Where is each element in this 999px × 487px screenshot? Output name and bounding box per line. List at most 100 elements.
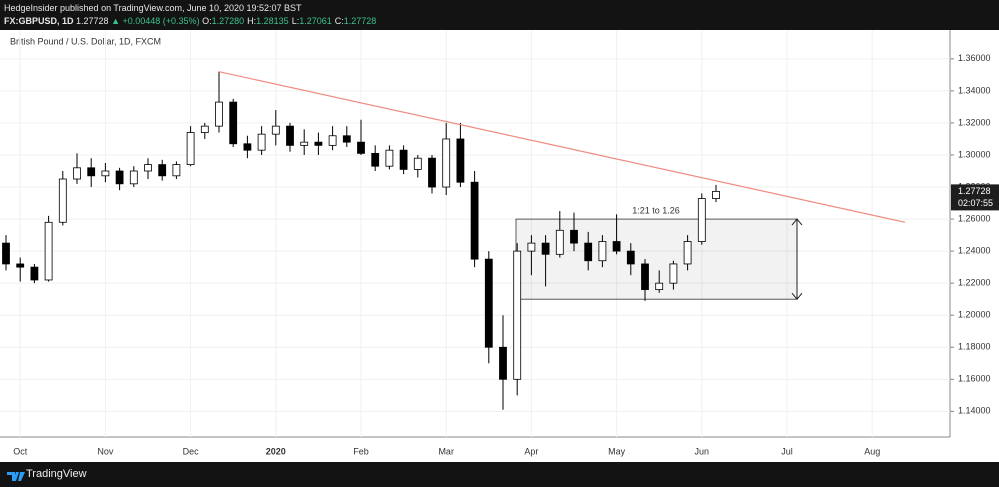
- y-tick-label: 1.32000: [958, 117, 991, 127]
- y-tick-label: 1.30000: [958, 149, 991, 159]
- arrow-head: [791, 218, 803, 300]
- candle-body: [484, 258, 493, 348]
- candle-body: [527, 242, 536, 252]
- y-tick-label: 1.26000: [958, 213, 991, 223]
- x-tick-label: Feb: [353, 446, 369, 456]
- candle-body: [342, 135, 351, 143]
- x-tick-label: 2020: [266, 446, 286, 456]
- candle-body: [101, 170, 110, 177]
- candle-body: [442, 138, 451, 188]
- candle-body: [513, 250, 522, 380]
- x-tick-label: Aug: [864, 446, 880, 456]
- candle-body: [641, 263, 649, 290]
- chart-bg: [0, 30, 999, 462]
- ohlc-value: 1.28135: [256, 16, 289, 26]
- range-label: 1:21 to 1.26: [632, 205, 680, 215]
- candle-body: [428, 157, 436, 188]
- y-tick-label: 1.36000: [958, 53, 991, 63]
- candle-body: [58, 178, 67, 223]
- candle-body: [243, 143, 252, 151]
- ohlc-value: 1.27728: [343, 16, 377, 26]
- candle-body: [669, 263, 678, 284]
- footer: TradingView: [0, 462, 999, 487]
- candle-body: [413, 157, 422, 170]
- y-tick-label: 1.24000: [958, 246, 991, 256]
- candle-body: [87, 167, 96, 177]
- candle-body: [44, 221, 53, 281]
- symbol: FX:GBPUSD, 1D: [4, 16, 74, 26]
- candle-body: [456, 138, 465, 183]
- candle-body: [129, 170, 138, 185]
- candle-body: [215, 101, 223, 127]
- ohlc: O:1.27280 H:1.28135 L:1.27061 C:1.27728: [202, 16, 379, 26]
- x-tick-label: Nov: [97, 446, 114, 456]
- last-price-label: 1.27728: [958, 186, 991, 196]
- candle-body: [186, 132, 195, 165]
- candle-body: [555, 229, 564, 255]
- candle-body: [499, 346, 507, 380]
- x-tick-label: Jun: [695, 446, 710, 456]
- price: 1.27728: [76, 16, 109, 26]
- candle-body: [257, 133, 266, 151]
- chart-title: British Pound / U.S. Dollar, 1D, FXCM: [10, 36, 161, 46]
- candle-body: [584, 242, 593, 262]
- candle-body: [115, 170, 124, 185]
- x-tick-label: Mar: [438, 446, 454, 456]
- logo: [7, 472, 25, 481]
- candle-body: [470, 181, 479, 260]
- x-tick-label: Oct: [13, 446, 28, 456]
- x-tick-label: Dec: [183, 446, 200, 456]
- candle-body: [229, 101, 238, 145]
- candle-body: [371, 152, 380, 167]
- last-price-box: [951, 184, 999, 211]
- candle-body: [697, 198, 706, 242]
- y-tick-label: 1.34000: [958, 85, 991, 95]
- candle-body: [30, 266, 39, 281]
- trendline: [218, 71, 906, 223]
- candle-body: [626, 250, 635, 265]
- candle-body: [712, 190, 720, 199]
- candle-body: [541, 242, 550, 255]
- header: HedgeInsider published on TradingView.co…: [0, 0, 999, 30]
- x-tick-label: Apr: [524, 446, 538, 456]
- x-tick-label: Jul: [781, 446, 793, 456]
- candle-body: [314, 141, 323, 146]
- ohlc-key: H:: [247, 16, 257, 26]
- chart: British Pound / U.S. Dollar, 1D, FXCM 1.…: [0, 30, 999, 462]
- ohlc-key: C:: [334, 16, 344, 26]
- candle-body: [16, 263, 25, 268]
- ohlc-value: 1.27061: [299, 16, 332, 26]
- footer-brand: TradingView: [26, 468, 87, 480]
- change: ▲ +0.00448 (+0.35%): [111, 16, 200, 26]
- candle-body: [399, 149, 408, 170]
- candle-body: [286, 125, 294, 146]
- ohlc-key: L:: [291, 16, 300, 26]
- ohlc-value: 1.27280: [211, 16, 245, 26]
- candle-body: [357, 141, 365, 154]
- countdown: 02:07:55: [958, 198, 993, 208]
- candle-body: [300, 141, 309, 146]
- candle-body: [683, 241, 692, 265]
- candle-body: [598, 241, 607, 262]
- x-tick-label: May: [608, 446, 626, 456]
- candle-body: [2, 242, 10, 265]
- ohlc-key: O:: [202, 16, 212, 26]
- y-tick-label: 1.18000: [958, 342, 991, 352]
- candle-body: [172, 164, 181, 177]
- y-tick-label: 1.16000: [958, 374, 991, 384]
- y-tick-label: 1.14000: [958, 406, 991, 416]
- candle-body: [144, 164, 152, 172]
- candle-body: [200, 125, 209, 133]
- candle-body: [570, 229, 578, 244]
- publish-line: HedgeInsider published on TradingView.co…: [4, 3, 302, 13]
- symbol-line: FX:GBPUSD, 1D 1.27728 ▲ +0.00448 (+0.35%…: [4, 15, 995, 28]
- candle-body: [385, 149, 394, 167]
- candle-body: [271, 125, 280, 135]
- candle-body: [655, 282, 664, 290]
- candle-body: [158, 164, 167, 177]
- candle-body: [73, 167, 81, 180]
- y-tick-label: 1.22000: [958, 278, 991, 288]
- y-tick-label: 1.20000: [958, 310, 991, 320]
- candle-body: [328, 135, 337, 146]
